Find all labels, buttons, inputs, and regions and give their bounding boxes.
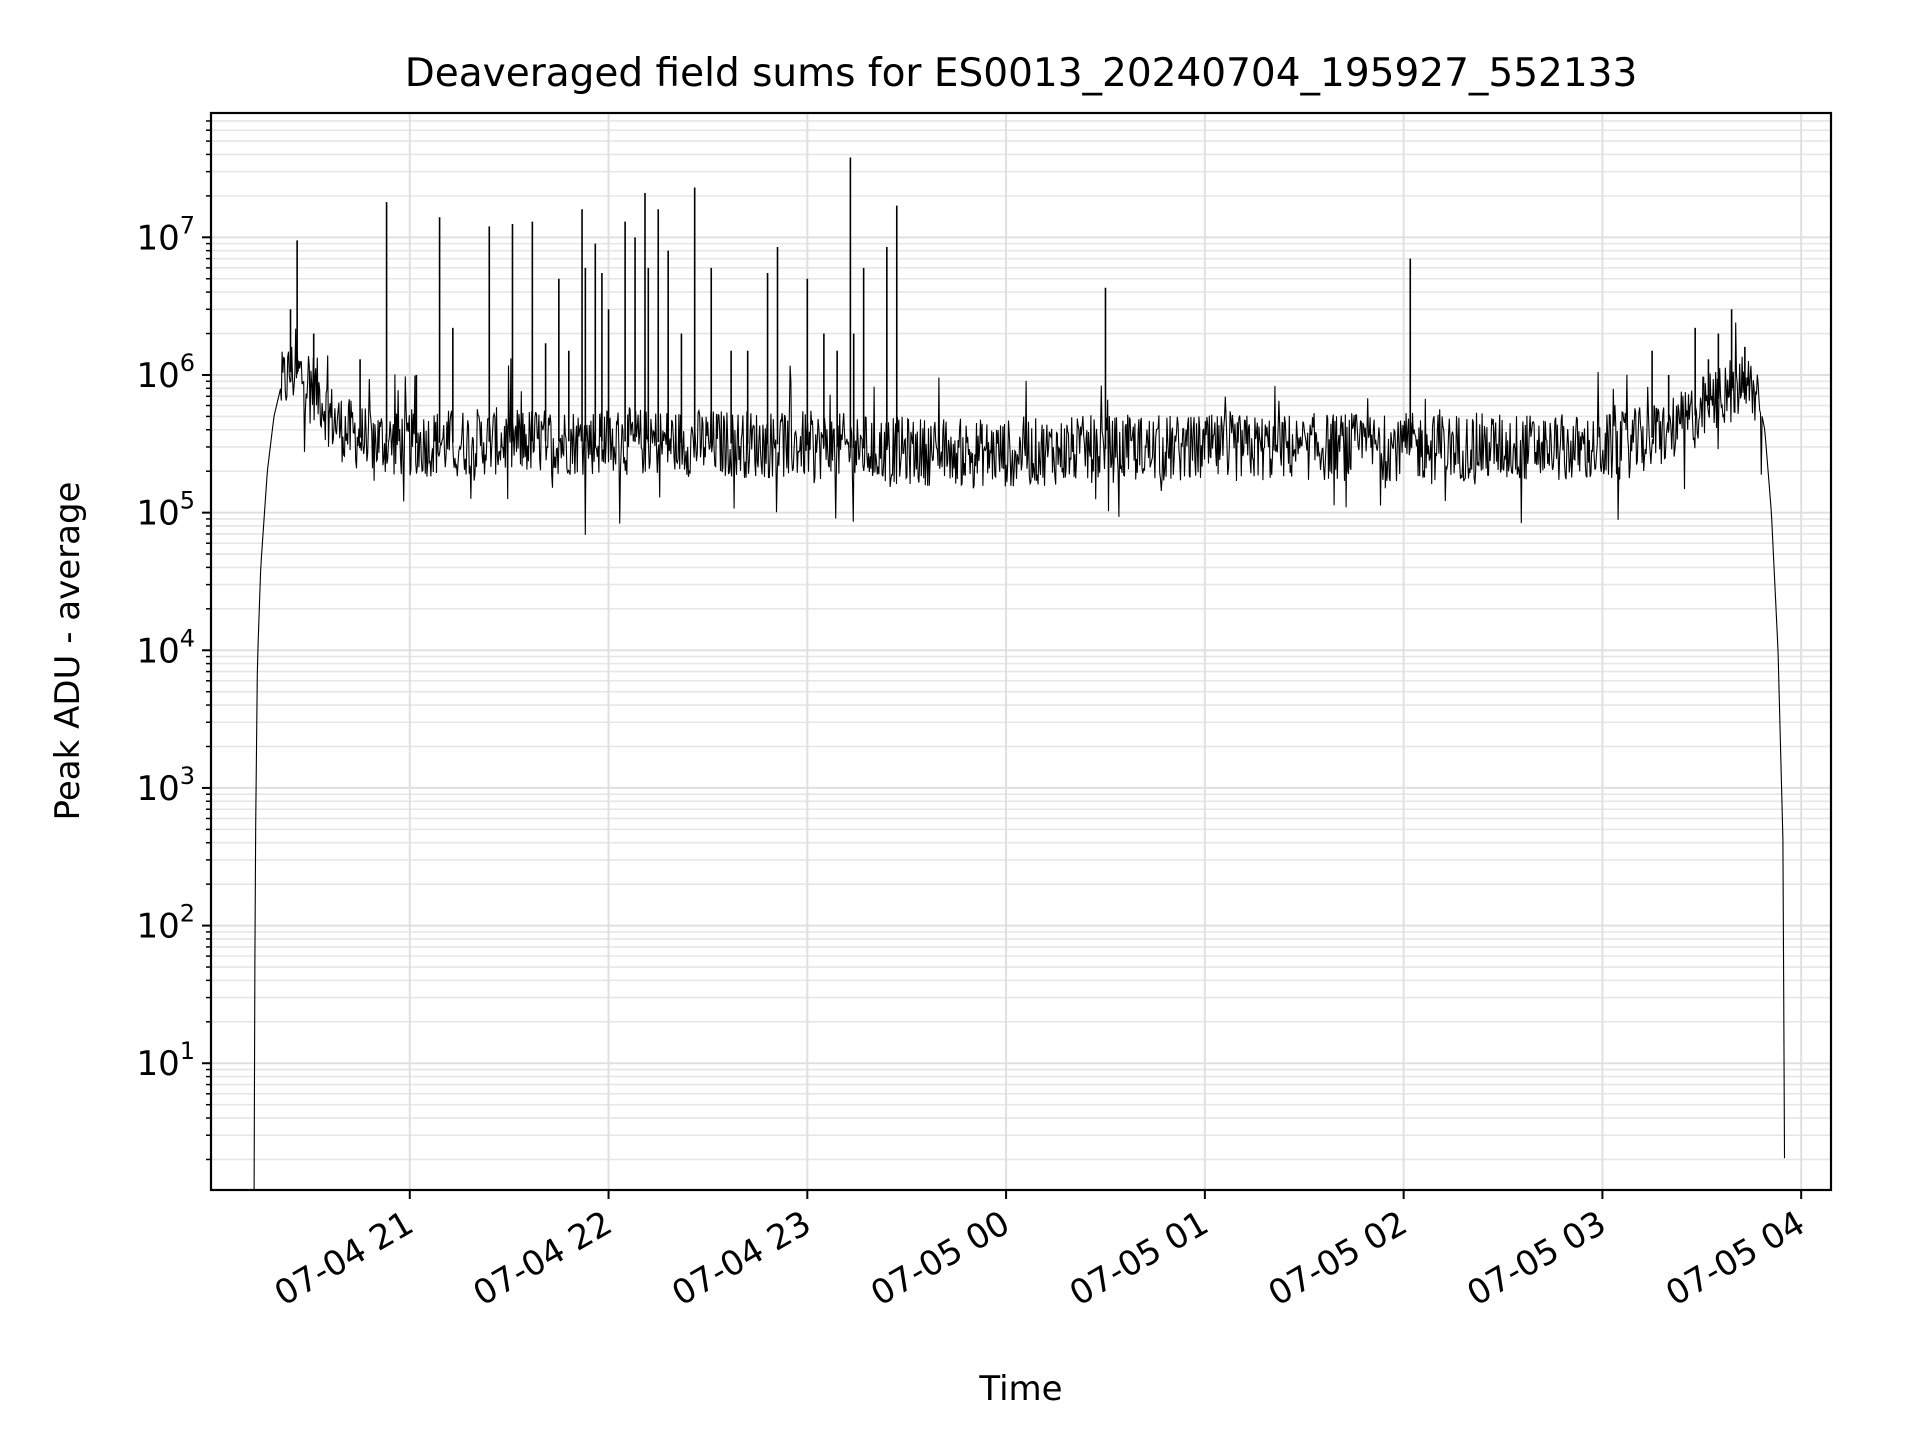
x-tick-label: 07-04 22	[467, 1203, 619, 1314]
x-tick-label: 07-05 01	[1063, 1203, 1215, 1314]
y-tick-label: 103	[136, 762, 195, 809]
y-tick-label: 107	[136, 211, 195, 258]
x-tick-label: 07-05 00	[864, 1203, 1016, 1314]
x-tick-label: 07-05 04	[1659, 1203, 1811, 1314]
y-axis-label: Peak ADU - average	[48, 482, 88, 821]
x-tick-label: 07-05 02	[1262, 1203, 1414, 1314]
grid-lines	[211, 113, 1831, 1190]
series-layer	[253, 157, 1786, 1191]
y-tick-label: 105	[136, 487, 195, 534]
x-tick-label: 07-04 23	[665, 1203, 817, 1314]
plot-frame	[209, 111, 1833, 1192]
y-tick-label: 102	[136, 900, 195, 947]
y-tick-label: 106	[136, 349, 195, 396]
y-tick-label: 101	[136, 1037, 195, 1084]
y-tick-label: 104	[136, 624, 195, 671]
x-tick-label: 07-05 03	[1461, 1203, 1613, 1314]
x-tick-label: 07-04 21	[268, 1203, 420, 1314]
chart-title: Deaveraged field sums for ES0013_2024070…	[405, 51, 1638, 96]
series-line	[253, 322, 1786, 1191]
x-axis-label: Time	[978, 1369, 1062, 1409]
